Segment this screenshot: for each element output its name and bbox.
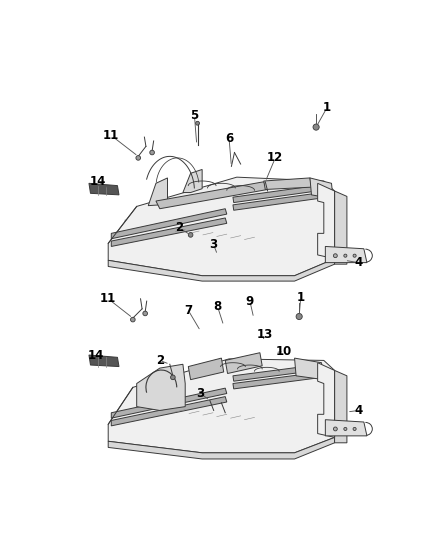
Polygon shape [137, 364, 185, 410]
Polygon shape [318, 363, 335, 438]
Text: 1: 1 [297, 291, 305, 304]
Text: 13: 13 [257, 328, 273, 342]
Text: 6: 6 [225, 132, 233, 145]
Text: 7: 7 [184, 304, 192, 317]
Circle shape [150, 150, 155, 155]
Text: 8: 8 [213, 300, 222, 313]
Polygon shape [148, 178, 167, 206]
Text: 4: 4 [354, 256, 363, 269]
Polygon shape [225, 353, 262, 374]
Polygon shape [156, 182, 268, 209]
Text: 14: 14 [88, 349, 104, 361]
Polygon shape [325, 419, 367, 436]
Polygon shape [111, 388, 227, 418]
Polygon shape [108, 177, 335, 276]
Text: 12: 12 [267, 151, 283, 164]
Polygon shape [264, 178, 311, 189]
Text: 3: 3 [197, 387, 205, 400]
Circle shape [131, 317, 135, 322]
Polygon shape [310, 178, 333, 199]
Text: 1: 1 [323, 101, 331, 115]
Text: 2: 2 [156, 354, 164, 367]
Polygon shape [108, 359, 335, 453]
Text: 2: 2 [175, 222, 183, 235]
Polygon shape [233, 372, 322, 389]
Text: 9: 9 [246, 295, 254, 308]
Circle shape [296, 313, 302, 320]
Circle shape [344, 254, 347, 257]
Polygon shape [111, 397, 227, 426]
Circle shape [188, 232, 193, 237]
Polygon shape [89, 183, 119, 195]
Circle shape [170, 375, 175, 379]
Text: 3: 3 [210, 238, 218, 252]
Circle shape [333, 427, 337, 431]
Polygon shape [108, 438, 335, 459]
Polygon shape [335, 191, 347, 264]
Circle shape [136, 156, 141, 160]
Polygon shape [294, 358, 324, 379]
Text: 10: 10 [276, 345, 292, 358]
Polygon shape [108, 259, 335, 281]
Circle shape [353, 254, 356, 257]
Polygon shape [111, 209, 227, 239]
Polygon shape [233, 192, 322, 210]
Polygon shape [111, 218, 227, 246]
Polygon shape [188, 358, 224, 379]
Circle shape [333, 254, 337, 257]
Polygon shape [335, 370, 347, 443]
Polygon shape [233, 185, 322, 203]
Polygon shape [233, 364, 322, 381]
Polygon shape [183, 169, 202, 192]
Polygon shape [325, 246, 367, 263]
Circle shape [196, 122, 199, 125]
Text: 4: 4 [354, 404, 363, 417]
Text: 5: 5 [191, 109, 198, 122]
Circle shape [344, 427, 347, 431]
Polygon shape [89, 355, 119, 367]
Text: 11: 11 [103, 129, 120, 142]
Circle shape [143, 311, 148, 316]
Circle shape [353, 427, 356, 431]
Polygon shape [318, 183, 335, 259]
Circle shape [313, 124, 319, 130]
Text: 14: 14 [90, 175, 106, 188]
Text: 11: 11 [100, 292, 117, 305]
